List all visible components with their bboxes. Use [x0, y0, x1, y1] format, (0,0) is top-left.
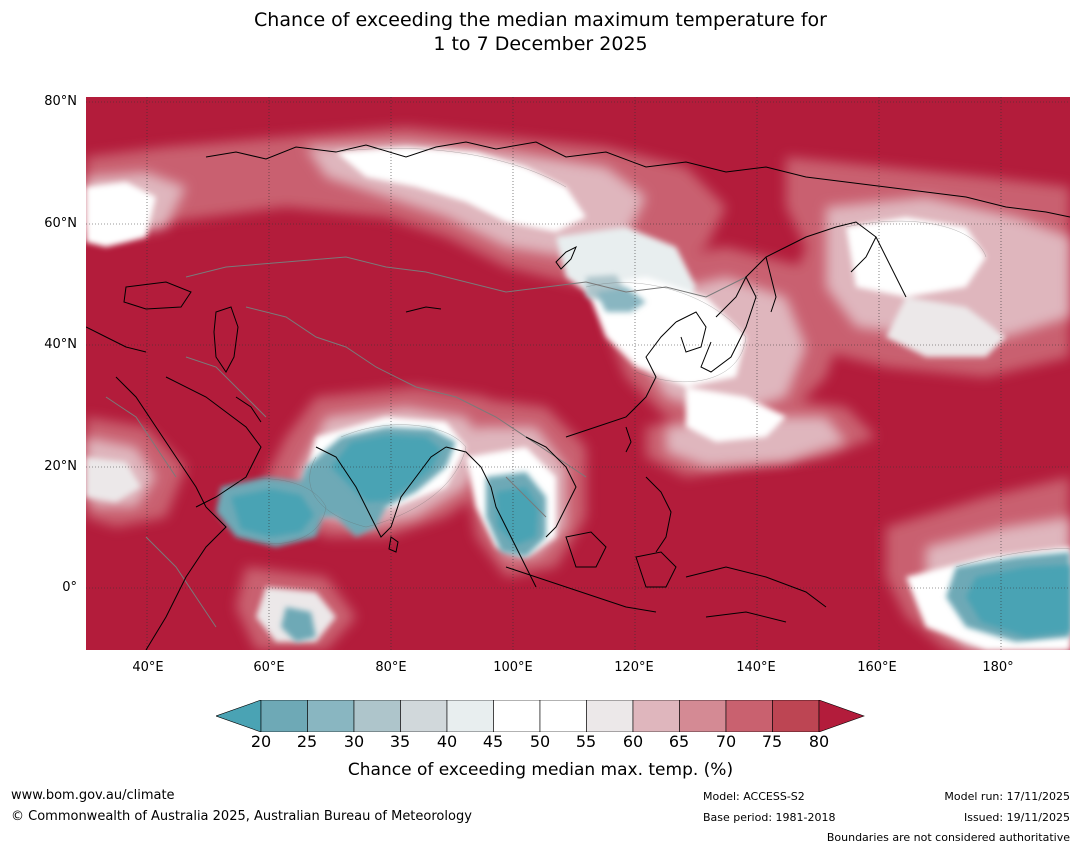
lon-label-100e: 100°E — [493, 660, 533, 675]
lon-label-80e: 80°E — [375, 660, 407, 675]
colorbar — [216, 700, 865, 732]
colorbar-cell — [446, 700, 494, 732]
map-canvas — [86, 97, 1070, 650]
lat-label-0: 0° — [62, 580, 77, 595]
colorbar-cell — [307, 700, 355, 732]
colorbar-tick: 30 — [343, 732, 365, 751]
colorbar-cell — [260, 700, 308, 732]
colorbar-extend-high — [818, 700, 865, 732]
lon-label-180: 180° — [982, 660, 1014, 675]
colorbar-cell — [725, 700, 773, 732]
lon-label-40e: 40°E — [132, 660, 164, 675]
colorbar-tick: 20 — [250, 732, 272, 751]
colorbar-cell — [539, 700, 587, 732]
footer-model-run: Model run: 17/11/2025 — [944, 790, 1070, 803]
footer-disclaimer: Boundaries are not considered authoritat… — [826, 831, 1070, 844]
colorbar-tick: 45 — [482, 732, 504, 751]
footer-website: www.bom.gov.au/climate — [11, 788, 175, 803]
footer-base-period: Base period: 1981-2018 — [703, 811, 836, 824]
colorbar-label: Chance of exceeding median max. temp. (%… — [347, 760, 734, 780]
footer-copyright: © Commonwealth of Australia 2025, Austra… — [11, 809, 472, 824]
colorbar-cell — [679, 700, 727, 732]
colorbar-cells — [216, 700, 865, 732]
probability-map — [86, 97, 1070, 650]
country-borders — [105, 256, 747, 628]
colorbar-tick: 55 — [575, 732, 597, 751]
colorbar-cell — [772, 700, 820, 732]
map-title: Chance of exceeding the median maximum t… — [0, 8, 1081, 56]
colorbar-cell — [400, 700, 448, 732]
footer-model: Model: ACCESS-S2 — [703, 790, 805, 803]
colorbar-extend-low — [216, 700, 262, 732]
colorbar-tick: 65 — [668, 732, 690, 751]
colorbar-tick: 50 — [529, 732, 551, 751]
colorbar-cell — [632, 700, 680, 732]
colorbar-cell — [493, 700, 541, 732]
colorbar-tick: 40 — [436, 732, 458, 751]
map-title-line2: 1 to 7 December 2025 — [433, 33, 648, 55]
lon-label-60e: 60°E — [253, 660, 285, 675]
colorbar-tick: 60 — [622, 732, 644, 751]
colorbar-tick: 35 — [389, 732, 411, 751]
lon-label-140e: 140°E — [736, 660, 776, 675]
colorbar-tick: 75 — [761, 732, 783, 751]
colorbar-tick: 25 — [296, 732, 318, 751]
probability-band-20 — [231, 435, 1070, 637]
colorbar-cell — [586, 700, 634, 732]
lon-label-120e: 120°E — [614, 660, 654, 675]
lat-label-80n: 80°N — [44, 94, 77, 109]
lat-label-40n: 40°N — [44, 337, 77, 352]
map-gridlines — [86, 97, 1070, 650]
colorbar-tick: 80 — [808, 732, 830, 751]
lon-label-160e: 160°E — [857, 660, 897, 675]
lat-label-20n: 20°N — [44, 459, 77, 474]
footer-issued: Issued: 19/11/2025 — [963, 811, 1070, 824]
map-title-line1: Chance of exceeding the median maximum t… — [254, 9, 827, 31]
lat-label-60n: 60°N — [44, 216, 77, 231]
colorbar-tick: 70 — [715, 732, 737, 751]
colorbar-cell — [353, 700, 401, 732]
